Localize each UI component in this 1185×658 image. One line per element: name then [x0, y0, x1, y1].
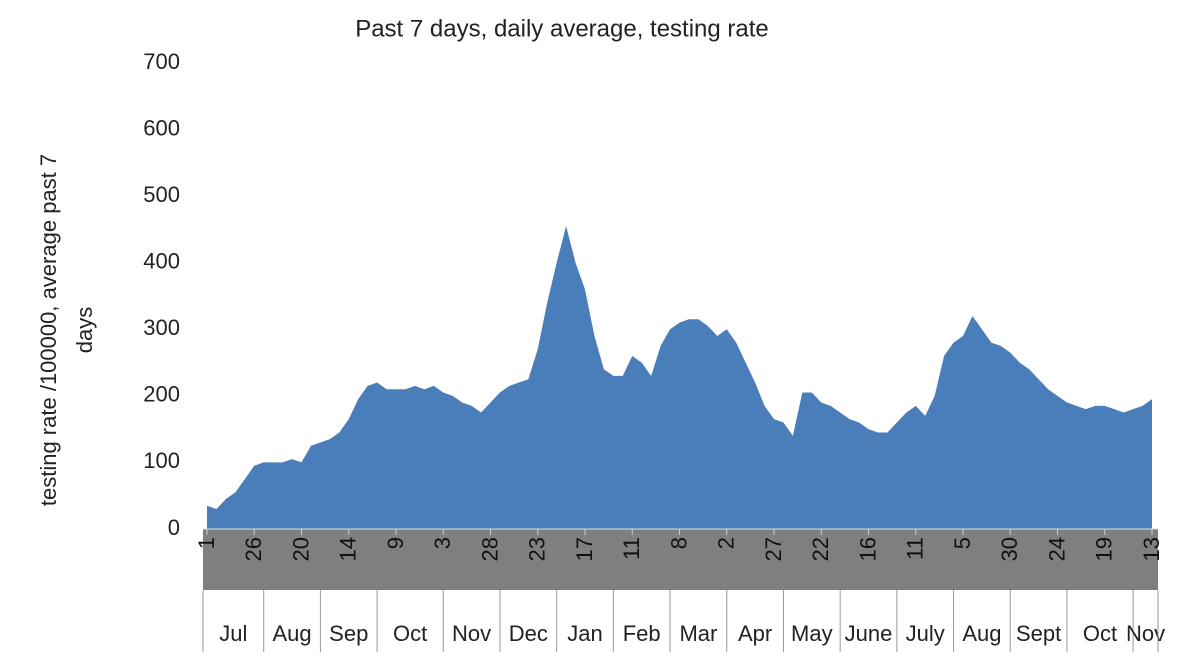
x-tick-label: 26 — [241, 537, 266, 561]
month-label: Sep — [329, 621, 368, 646]
x-tick-label: 20 — [288, 537, 313, 561]
x-tick-label: 11 — [619, 537, 644, 560]
x-tick-label: 3 — [430, 537, 455, 549]
month-label: Oct — [393, 621, 427, 646]
x-tick-label: 23 — [525, 537, 550, 561]
y-tick-label: 0 — [168, 515, 180, 540]
x-axis-band — [203, 529, 1158, 590]
y-tick-label: 600 — [143, 115, 180, 140]
y-tick-label: 300 — [143, 315, 180, 340]
area — [207, 226, 1152, 529]
y-axis-label: days — [72, 307, 97, 353]
month-label: July — [906, 621, 945, 646]
month-label: Dec — [509, 621, 548, 646]
x-tick-label: 28 — [477, 537, 502, 561]
month-label: Apr — [738, 621, 772, 646]
y-tick-label: 200 — [143, 382, 180, 407]
x-tick-label: 5 — [950, 537, 975, 549]
month-label: Jul — [219, 621, 247, 646]
month-label: Feb — [623, 621, 661, 646]
x-tick-label: 16 — [855, 537, 880, 561]
month-label: Jan — [567, 621, 602, 646]
y-tick-label: 700 — [143, 49, 180, 74]
x-tick-label: 24 — [1044, 537, 1069, 561]
x-tick-label: 30 — [997, 537, 1022, 561]
month-label: Nov — [452, 621, 491, 646]
chart-title: Past 7 days, daily average, testing rate — [355, 15, 769, 42]
month-label: Sept — [1016, 621, 1061, 646]
x-tick-label: 19 — [1092, 537, 1117, 561]
x-tick-label: 1 — [194, 537, 219, 549]
month-label: Oct — [1083, 621, 1117, 646]
month-label: Aug — [272, 621, 311, 646]
x-tick-label: 8 — [666, 537, 691, 549]
x-tick-label: 11 — [903, 537, 928, 560]
x-tick-label: 9 — [383, 537, 408, 549]
month-label: Mar — [679, 621, 717, 646]
y-tick-label: 500 — [143, 182, 180, 207]
x-tick-label: 27 — [761, 537, 786, 561]
month-label: Aug — [962, 621, 1001, 646]
x-tick-label: 17 — [572, 537, 597, 561]
x-tick-label: 13 — [1139, 537, 1164, 561]
y-axis-label: testing rate /100000, average past 7 — [36, 154, 61, 506]
y-tick-label: 100 — [143, 448, 180, 473]
x-tick-label: 2 — [714, 537, 739, 549]
x-tick-label: 14 — [336, 537, 361, 561]
month-label: Nov — [1126, 621, 1165, 646]
month-label: May — [791, 621, 833, 646]
y-tick-label: 400 — [143, 249, 180, 274]
month-label: June — [845, 621, 893, 646]
x-tick-label: 22 — [808, 537, 833, 561]
